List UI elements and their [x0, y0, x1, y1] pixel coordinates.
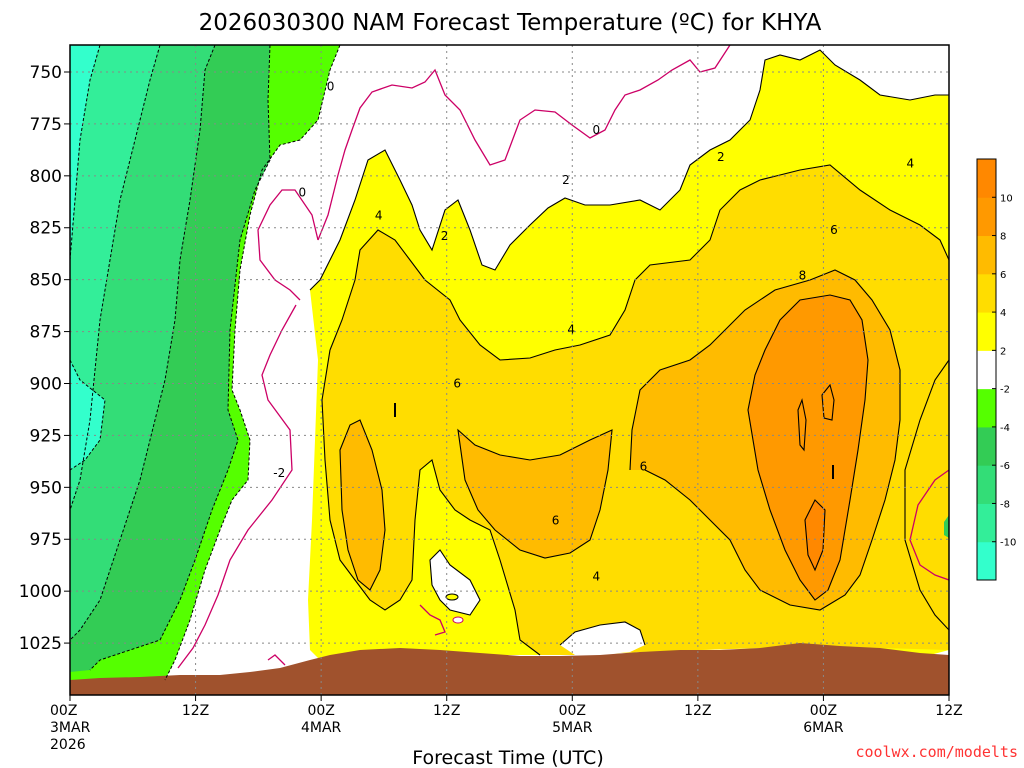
plot-area: 0 0 0 2 2 2 4 4 4 4 6 6 6 6 8 -2: [69, 44, 950, 696]
x-tick-label: 00Z: [810, 703, 837, 719]
contour-label: 4: [906, 156, 914, 170]
x-axis-label: Forecast Time (UTC): [412, 747, 603, 768]
colorbar-label: 4: [1000, 308, 1006, 319]
x-tick-label: 12Z: [684, 703, 711, 719]
y-tick-label: 800: [30, 167, 62, 187]
contour-label: 8: [799, 269, 807, 283]
contour-label: 6: [453, 376, 461, 390]
colorbar-swatch: [977, 235, 996, 275]
x-tick-label: 12Z: [935, 703, 962, 719]
colorbar: -10 -8 -6 -4 -2 2 4 6 8 10: [976, 158, 1016, 581]
colorbar-swatch: [977, 159, 996, 198]
y-axis: 750 775 800 825 850 875 900 925 950 975 1000 1025: [19, 63, 70, 654]
colorbar-swatch: [977, 388, 996, 428]
y-tick-label: 875: [30, 323, 62, 343]
contour-label: 4: [567, 323, 575, 337]
contour-label: -2: [273, 466, 285, 480]
y-tick-label: 1025: [19, 634, 62, 654]
colorbar-label: 10: [1000, 193, 1013, 204]
contour-labels: 0 0 0 2 2 2 4 4 4 4 6 6 6 6 8 -2: [273, 80, 914, 584]
y-tick-label: 950: [30, 478, 62, 498]
band-cold-lt-minus10: [70, 45, 105, 470]
band-warm-gt8: [748, 295, 868, 600]
contour-lines-zero: [177, 45, 949, 669]
band-warm-gt10: [805, 500, 825, 570]
contour-cell: [452, 616, 464, 624]
contour-lines-dashed: [70, 45, 341, 681]
chart-title: 2026030300 NAM Forecast Temperature (ºC)…: [199, 10, 822, 36]
contour-label: 0: [327, 80, 335, 94]
contour-label: 2: [441, 229, 449, 243]
y-tick-label: 900: [30, 374, 62, 394]
x-tick-label: 00Z: [307, 703, 334, 719]
y-tick-label: 850: [30, 271, 62, 291]
y-tick-label: 1000: [19, 582, 62, 602]
colorbar-swatch: [977, 465, 996, 504]
grid: [70, 45, 949, 695]
colorbar-label: 6: [1000, 270, 1006, 281]
contour-cell: [394, 403, 396, 417]
contour-cell: [944, 515, 949, 538]
colorbar-label: -8: [1000, 499, 1010, 510]
colorbar-swatch: [977, 350, 996, 390]
colorbar-swatch: [977, 273, 996, 313]
contour-label: 4: [375, 208, 383, 222]
colorbar-label: -2: [1000, 385, 1010, 396]
temperature-field: [70, 45, 949, 695]
y-tick-label: 975: [30, 530, 62, 550]
plot-frame: [69, 44, 950, 696]
contour-label: 6: [552, 514, 560, 528]
x-tick-label: 00Z: [559, 703, 586, 719]
colorbar-label: 2: [1000, 346, 1006, 357]
colorbar-swatch: [977, 541, 996, 581]
contour-label: 4: [593, 570, 601, 584]
y-tick-label: 775: [30, 115, 62, 135]
colorbar-label: -4: [1000, 423, 1010, 434]
colorbar-swatch: [977, 503, 996, 543]
x-tick-label: 3MAR: [50, 720, 91, 736]
contour-label: 6: [830, 223, 838, 237]
contour-label: 0: [593, 123, 601, 137]
colorbar-swatch: [977, 426, 996, 466]
contour-cell: [445, 593, 459, 601]
contour-cell: [832, 465, 834, 479]
band-warm-gt6: [340, 270, 900, 610]
contour-label: 2: [717, 150, 725, 164]
colorbar-label: -6: [1000, 461, 1010, 472]
colorbar-swatch: [977, 197, 996, 237]
colorbar-frame: [976, 158, 997, 581]
credit-text: coolwx.com/modelts: [855, 743, 1018, 761]
colorbar-label: 8: [1000, 232, 1006, 243]
x-tick-label: 4MAR: [301, 720, 342, 736]
y-tick-label: 825: [30, 219, 62, 239]
x-tick-label: 12Z: [182, 703, 209, 719]
y-tick-label: 750: [30, 63, 62, 83]
ground-terrain: [70, 643, 949, 695]
x-tick-label: 2026: [50, 737, 86, 753]
contour-label: 0: [298, 185, 306, 199]
colorbar-label: -10: [1000, 538, 1016, 549]
contour-label: 2: [562, 173, 570, 187]
y-tick-label: 925: [30, 426, 62, 446]
x-tick-label: 12Z: [433, 703, 460, 719]
x-tick-label: 00Z: [50, 703, 77, 719]
contour-label: 6: [640, 460, 648, 474]
x-tick-label: 5MAR: [552, 720, 593, 736]
pocket-white-1: [430, 550, 480, 615]
colorbar-swatch: [977, 312, 996, 351]
x-tick-label: 6MAR: [803, 720, 844, 736]
